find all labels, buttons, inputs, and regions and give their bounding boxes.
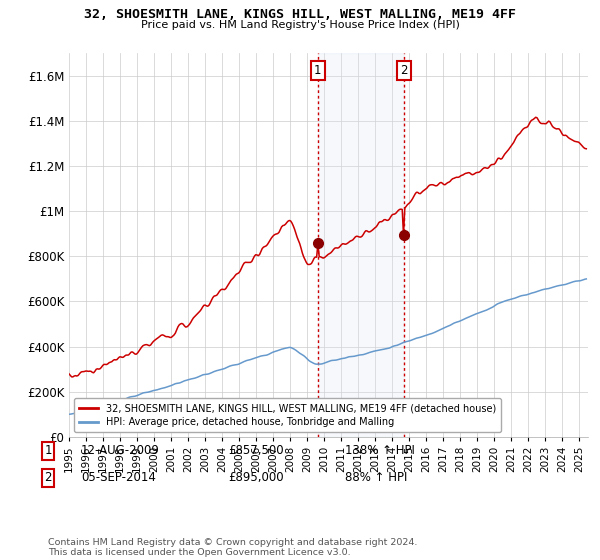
Text: 12-AUG-2009: 12-AUG-2009: [81, 444, 160, 458]
Text: 88% ↑ HPI: 88% ↑ HPI: [345, 471, 407, 484]
Text: 1: 1: [44, 444, 52, 458]
Bar: [318, 53, 404, 437]
Text: 05-SEP-2014: 05-SEP-2014: [81, 471, 156, 484]
Text: 32, SHOESMITH LANE, KINGS HILL, WEST MALLING, ME19 4FF: 32, SHOESMITH LANE, KINGS HILL, WEST MAL…: [84, 8, 516, 21]
Legend: 32, SHOESMITH LANE, KINGS HILL, WEST MALLING, ME19 4FF (detached house), HPI: Av: 32, SHOESMITH LANE, KINGS HILL, WEST MAL…: [74, 398, 501, 432]
Text: £857,500: £857,500: [228, 444, 284, 458]
Text: 1: 1: [314, 64, 322, 77]
Text: £895,000: £895,000: [228, 471, 284, 484]
Text: 138% ↑ HPI: 138% ↑ HPI: [345, 444, 415, 458]
Text: 2: 2: [400, 64, 407, 77]
Text: 2: 2: [44, 471, 52, 484]
Text: Contains HM Land Registry data © Crown copyright and database right 2024.
This d: Contains HM Land Registry data © Crown c…: [48, 538, 418, 557]
Text: Price paid vs. HM Land Registry's House Price Index (HPI): Price paid vs. HM Land Registry's House …: [140, 20, 460, 30]
